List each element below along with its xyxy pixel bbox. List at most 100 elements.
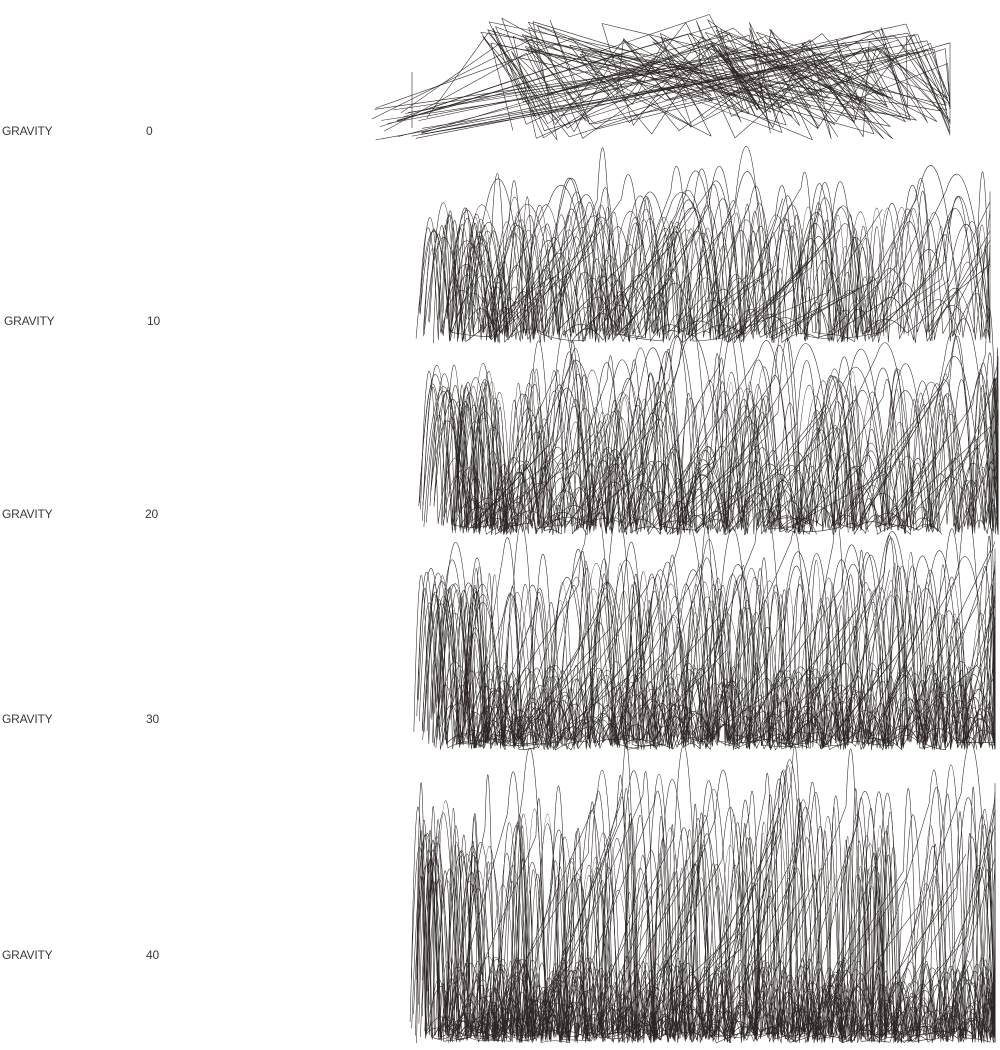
trajectory-line [459,747,947,1044]
gravity-panel-10: GRAVITY 10 [0,146,1000,355]
trajectory-line [459,205,991,343]
trajectory-line [451,845,996,1043]
gravity-panel-30: GRAVITY 30 [0,495,1000,760]
trajectory-line [455,344,999,535]
trajectory-line [379,25,891,139]
trajectory-line [415,742,996,1043]
trajectory-line [459,565,996,750]
trajectory-line [448,803,996,1044]
trajectory-line [387,38,893,140]
gravity-value: 20 [145,507,158,521]
trajectory-line [432,799,996,1043]
trajectory-line [467,171,991,343]
trajectory-line [426,372,941,534]
trajectory-line [436,553,996,750]
trajectory-line [433,348,999,535]
trajectory-line [422,536,996,750]
trajectory-line [400,42,951,114]
gravity-panel-20: GRAVITY 20 [0,307,1000,540]
trajectory-line [418,792,996,1043]
trajectory-line [441,535,996,750]
trajectory-line [433,335,999,534]
trajectory-plot [413,495,996,751]
trajectory-line [462,549,996,750]
trajectory-line [430,314,999,533]
trajectory-line [434,561,996,751]
trajectory-line [464,552,996,750]
trajectory-line [419,559,996,751]
trajectory-line [418,22,938,129]
gravity-label: GRAVITY [2,948,53,962]
trajectory-plot [371,14,951,141]
trajectory-line [426,560,892,750]
trajectory-line [463,799,996,1044]
trajectory-line [436,779,996,1043]
trajectory-line [371,21,874,141]
gravity-value: 30 [146,712,159,726]
gravity-label: GRAVITY [2,124,53,138]
trajectory-line [444,512,996,750]
trajectory-line [424,759,967,1043]
trajectory-line [392,30,948,137]
trajectory-line [463,531,996,750]
gravity-value: 40 [146,948,159,962]
trajectory-line [443,340,999,535]
trajectory-plot [418,307,999,536]
trajectory-line [455,347,999,534]
trajectory-line [419,307,999,534]
gravity-label: GRAVITY [2,507,53,521]
trajectory-line [374,35,951,110]
trajectory-line [420,347,943,535]
trajectory-line [413,564,978,750]
trajectory-line [453,173,991,343]
gravity-panel-40: GRAVITY 40 [0,742,1000,1050]
trajectory-plot [415,146,991,344]
trajectory-line [416,539,996,750]
trajectory-line [440,523,996,749]
trajectory-line [445,369,999,535]
trajectory-line [421,20,894,134]
trajectory-line [415,32,951,139]
trajectory-line [422,343,999,535]
trajectory-line [423,177,840,343]
trajectory-line [467,530,996,751]
trajectory-line [451,165,961,343]
gravity-panel-0: GRAVITY 0 [0,0,1000,175]
trajectory-line [405,17,951,140]
trajectory-line [464,170,960,342]
trajectory-line [452,559,996,751]
trajectory-line [455,324,999,535]
trajectory-line [423,14,951,111]
trajectory-line [411,40,951,137]
trajectory-line [420,207,991,344]
trajectory-line [424,194,991,343]
trajectory-line [422,29,917,139]
trajectory-line [420,23,951,136]
trajectory-line [468,798,996,1042]
trajectory-line [407,23,951,126]
trajectory-line [445,335,905,534]
gravity-value: 10 [147,314,160,328]
trajectory-line [455,347,899,536]
trajectory-line [441,360,869,535]
trajectory-line [416,773,996,1044]
trajectory-line [446,196,991,343]
trajectory-line [430,334,999,536]
trajectory-line [419,184,821,343]
trajectory-line [429,778,923,1043]
trajectory-line [423,19,887,135]
trajectory-line [425,557,890,750]
gravity-label: GRAVITY [2,712,53,726]
gravity-label: GRAVITY [4,314,55,328]
trajectory-line [423,338,999,535]
trajectory-plot [409,742,996,1044]
trajectory-line [396,27,951,125]
trajectory-line [451,196,954,342]
trajectory-line [397,26,906,139]
trajectory-line [465,192,991,343]
trajectory-line [466,836,996,1043]
trajectory-line [441,174,883,343]
trajectory-line [422,544,996,751]
gravity-value: 0 [146,124,153,138]
trajectory-line [381,27,928,138]
